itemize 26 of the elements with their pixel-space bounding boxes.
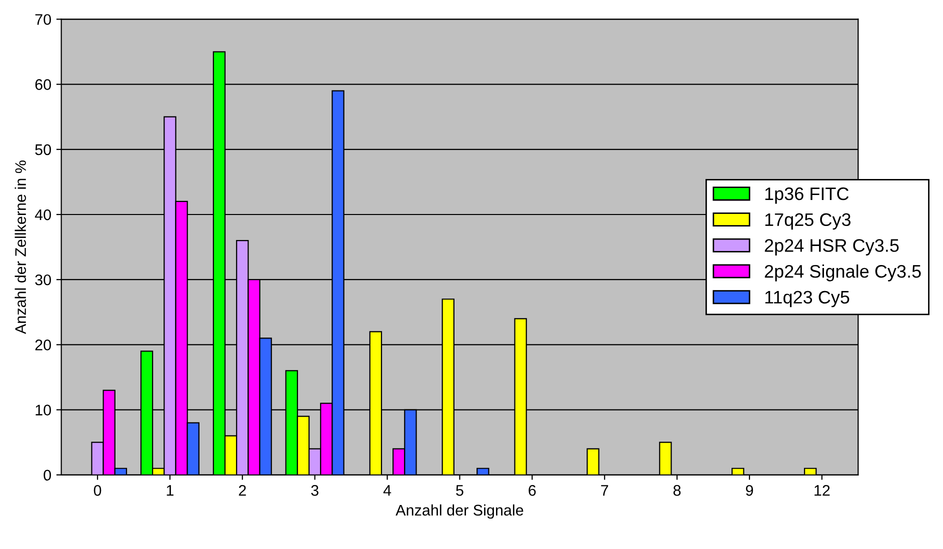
x-tick-label: 4: [383, 485, 392, 496]
x-tick-label: 6: [528, 485, 536, 496]
x-tick-label: 0: [94, 485, 102, 496]
y-tick-label: 0: [44, 470, 51, 481]
x-tick-label: 9: [746, 485, 753, 496]
y-axis-title: Anzahl der Zellkerne in %: [14, 160, 26, 334]
y-tick-label: 70: [35, 14, 51, 25]
legend-label: 1p36 FITC: [765, 187, 849, 204]
x-tick-label: 1: [166, 485, 174, 496]
x-tick-label: 2: [238, 485, 246, 496]
y-tick-label: 10: [36, 404, 51, 416]
x-tick-label: 5: [456, 485, 464, 496]
x-tick-label: 8: [673, 485, 681, 496]
x-axis-title: Anzahl der Signale: [396, 504, 524, 519]
x-tick-label: 12: [814, 485, 830, 496]
legend-label: 2p24 Signale Cy3.5: [764, 264, 921, 282]
y-tick-label: 20: [35, 340, 51, 350]
legend-label: 11q23 Cy5: [765, 290, 850, 308]
y-tick-label: 50: [35, 144, 51, 156]
x-tick-label: 7: [601, 485, 608, 496]
y-tick-label: 30: [35, 274, 51, 286]
legend-label: 17q25 Cy3: [765, 213, 851, 230]
y-tick-label: 60: [35, 79, 51, 90]
y-tick-label: 40: [34, 209, 51, 220]
legend-label: 2p24 HSR Cy3.5: [764, 239, 899, 256]
x-tick-label: 3: [311, 485, 318, 496]
